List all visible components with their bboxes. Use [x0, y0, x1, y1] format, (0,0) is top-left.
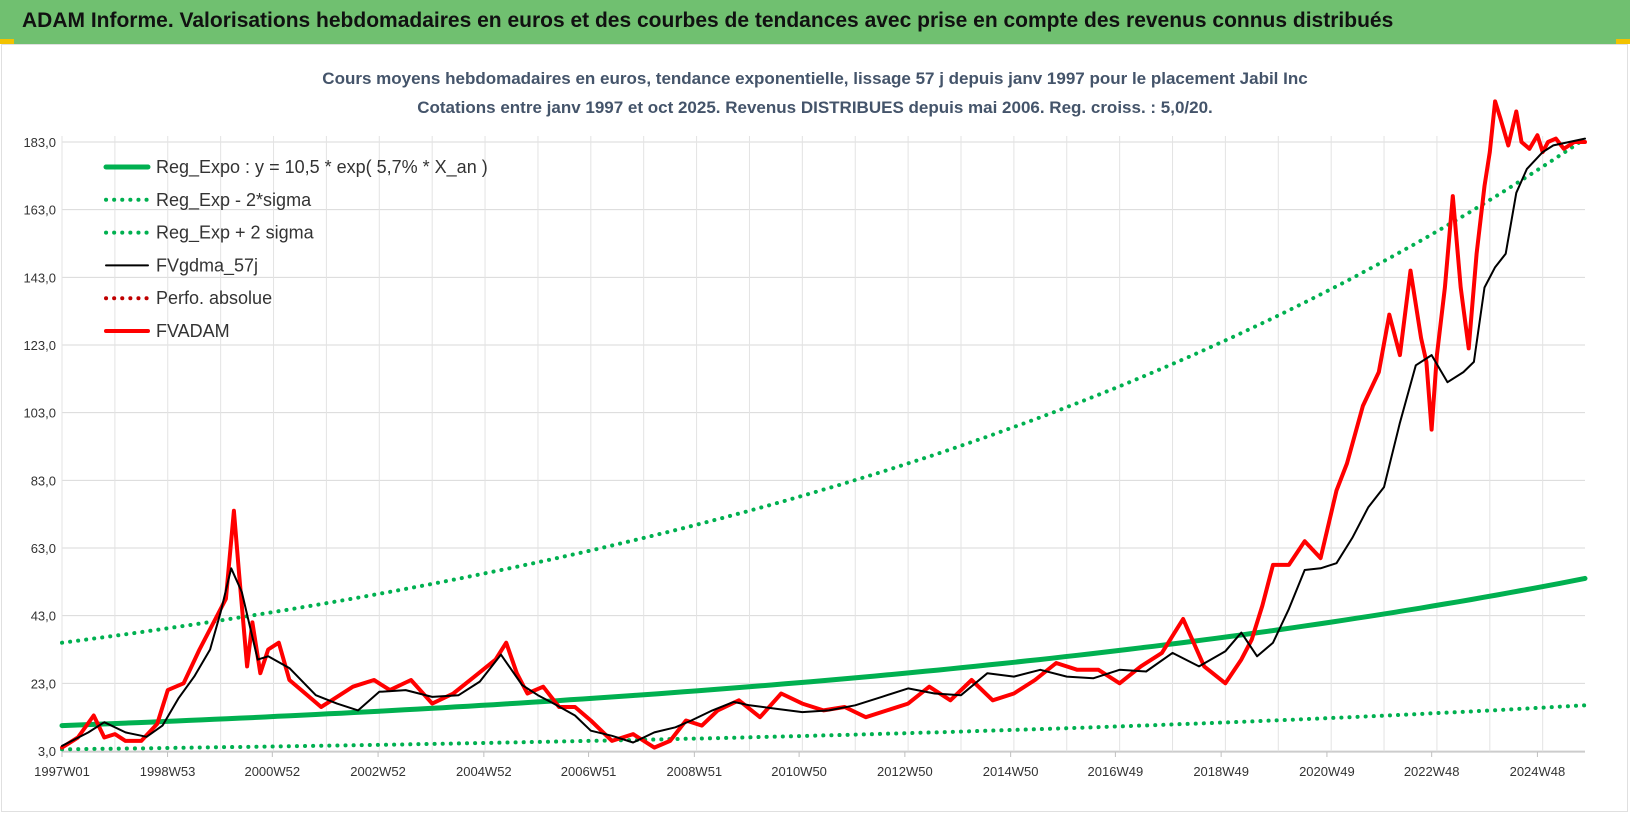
- x-tick-label: 1997W01: [34, 764, 90, 779]
- series-line-fvadam: [60, 99, 1587, 750]
- series-line-reg_exp: [60, 703, 1587, 752]
- x-tick-label: 2008W51: [667, 764, 723, 779]
- x-tick-label: 2000W52: [244, 764, 300, 779]
- y-tick-label: 63,0: [31, 541, 56, 556]
- y-tick-label: 43,0: [31, 609, 56, 624]
- y-tick-label: 143,0: [23, 270, 56, 285]
- legend-label: FVgdma_57j: [156, 255, 258, 276]
- y-axis-ticks: 3,0 23,0 43,0 63,0 83,0 103,0 123,0 143,0 163,0 1…: [23, 135, 56, 759]
- chart-title-line2: Cotations entre janv 1997 et oct 2025. R…: [417, 98, 1213, 117]
- x-tick-label: 2020W49: [1299, 764, 1355, 779]
- series-line-reg_expo: [59, 575, 1588, 729]
- x-tick-label: 2022W48: [1404, 764, 1460, 779]
- x-tick-label: 1998W53: [140, 764, 196, 779]
- banner-corner-right: [1616, 39, 1630, 44]
- banner-title: ADAM Informe. Valorisations hebdomadaire…: [22, 9, 1394, 32]
- y-tick-label: 3,0: [38, 744, 56, 759]
- series-line-fvgdma_57j: [61, 137, 1586, 747]
- x-tick-label: 2016W49: [1088, 764, 1144, 779]
- x-tick-label: 2004W52: [456, 764, 512, 779]
- x-tick-label: 2010W50: [771, 764, 827, 779]
- banner-corner-left: [0, 39, 14, 44]
- y-tick-label: 103,0: [23, 406, 56, 421]
- legend-label: Reg_Exp - 2*sigma: [156, 190, 312, 211]
- x-tick-label: 2014W50: [983, 764, 1039, 779]
- series-lines: [59, 99, 1588, 752]
- gridlines: [61, 136, 1585, 753]
- y-tick-label: 163,0: [23, 203, 56, 218]
- chart-frame: [1, 44, 1628, 812]
- y-tick-label: 123,0: [23, 338, 56, 353]
- legend-label: Reg_Expo : y = 10,5 * exp( 5,7% * X_an ): [156, 157, 488, 178]
- report-banner: ADAM Informe. Valorisations hebdomadaire…: [0, 0, 1630, 44]
- x-tick-label: 2018W49: [1193, 764, 1249, 779]
- y-tick-label: 83,0: [31, 473, 56, 488]
- y-tick-label: 183,0: [23, 135, 56, 150]
- x-tick-label: 2006W51: [561, 764, 617, 779]
- line-chart: Cours moyens hebdomadaires en euros, ten…: [23, 69, 1588, 779]
- x-tick-label: 2002W52: [350, 764, 406, 779]
- x-axis-ticks: 1997W01 1998W53 2000W52 2002W52 2004W52 2006W…: [34, 752, 1565, 779]
- y-tick-label: 23,0: [31, 676, 56, 691]
- legend-label: Perfo. absolue: [156, 288, 272, 308]
- series-line-reg_exp: [60, 136, 1587, 645]
- legend: Reg_Expo : y = 10,5 * exp( 5,7% * X_an )…: [103, 157, 488, 341]
- legend-label: Reg_Exp + 2 sigma: [156, 223, 315, 244]
- x-tick-label: 2012W50: [877, 764, 933, 779]
- chart-title-line1: Cours moyens hebdomadaires en euros, ten…: [322, 69, 1307, 88]
- legend-label: FVADAM: [156, 321, 230, 341]
- x-tick-label: 2024W48: [1510, 764, 1566, 779]
